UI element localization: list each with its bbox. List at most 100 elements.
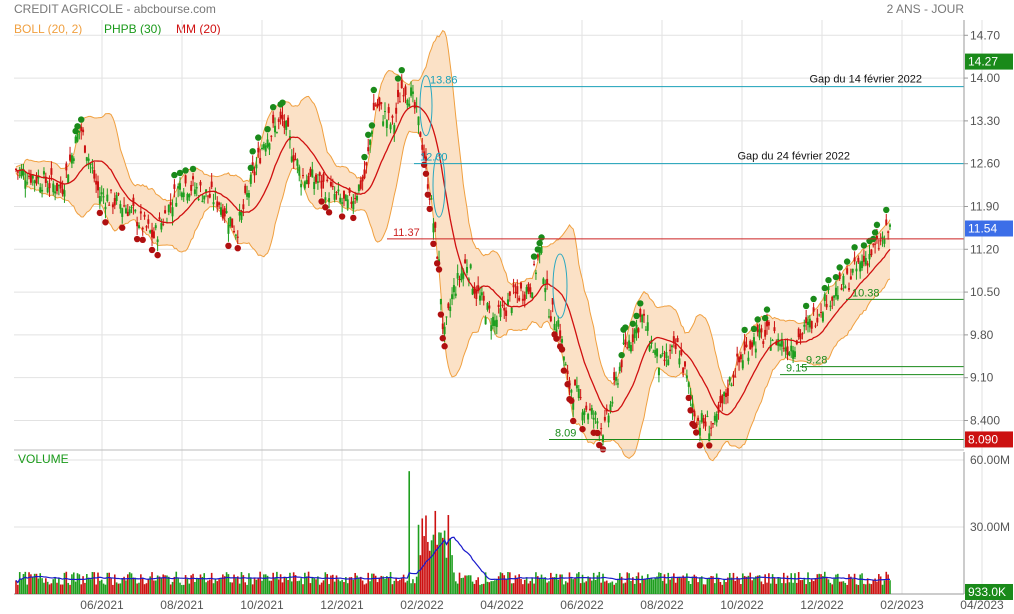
volume-tick-label: 30.00M [970,520,1010,534]
candle-body [119,204,122,209]
candle-body [67,174,70,184]
volume-bar [861,573,863,594]
phpb-low-dot [441,343,448,350]
volume-bar [628,573,630,594]
candle-body [480,292,483,296]
candle-body [793,351,796,357]
candle-body [885,219,888,225]
phpb-high-dot [836,264,843,271]
volume-bar [251,584,254,594]
candle-body [523,294,526,301]
candle-body [646,322,649,331]
volume-bar [831,584,834,594]
candle-body [747,357,750,362]
candle-body [145,226,148,228]
volume-bar [376,582,379,594]
volume-bar [294,575,297,594]
candle-body [797,328,800,338]
candle-body [20,168,23,177]
volume-bar [255,579,258,594]
volume-bar [788,582,791,594]
candle-body [559,330,562,339]
volume-bar [682,575,684,594]
x-tick-label: 02/2022 [400,598,444,612]
candle-body [736,353,739,357]
volume-bar [52,579,55,594]
volume-bar [743,576,746,594]
volume-bar [154,580,157,594]
volume-bar [194,582,196,594]
candle-body [667,359,670,366]
candle-body [391,115,394,118]
volume-bar [540,574,543,594]
candle-body [341,202,344,204]
candle-body [842,275,845,285]
volume-bar [805,584,807,594]
phpb-low-dot [424,191,432,198]
candle-body [72,158,75,162]
candle-body [22,169,25,176]
phpb-low-dot [437,311,445,318]
candle-body [110,189,113,191]
candle-body [596,421,599,424]
volume-bar [113,574,116,594]
candle-body [629,345,632,352]
candle-body [249,174,252,184]
volume-bar [868,583,871,594]
volume-bar [248,573,250,594]
volume-bar [182,584,185,594]
candle-body [669,349,672,352]
volume-bar [348,577,351,594]
volume-bar [782,572,785,594]
volume-bar [676,577,679,594]
candle-body [728,377,731,382]
volume-bar [618,573,621,594]
candle-body [551,297,554,305]
volume-bar [210,572,213,594]
gap-ellipse [552,253,568,319]
volume-badge [965,583,1013,600]
volume-bar [790,573,793,594]
candle-body [741,360,744,369]
phpb-high-dot [750,325,758,333]
candle-body [175,202,178,207]
volume-bar [45,578,47,594]
candle-body [48,183,51,189]
volume-bar [406,580,409,594]
candle-body [465,266,468,273]
candle-body [784,347,787,352]
candle-body [654,349,657,355]
candle-body [482,295,485,301]
volume-bar [24,571,27,594]
candle-body [346,199,349,209]
volume-bar [65,571,68,594]
volume-bar [639,583,642,594]
volume-bar [332,574,334,594]
volume-bar [270,580,273,594]
candle-body [449,306,452,312]
candle-body [812,307,815,312]
volume-bar [725,582,727,594]
candle-body [262,144,265,149]
volume-bar [693,574,696,594]
candle-body [313,181,316,190]
volume-bar [579,583,582,594]
volume-bar [490,581,493,594]
candle-body [743,341,746,351]
candle-body [756,324,759,333]
volume-bar [715,573,718,594]
candle-body [588,408,591,410]
candle-body [78,130,81,133]
phpb-low-dot [692,429,700,436]
candle-body [136,222,139,227]
candle-body [708,433,711,442]
volume-bar [395,578,397,594]
phpb-high-dot [810,295,817,303]
candle-body [732,374,735,378]
volume-bar [117,583,120,594]
candle-body [91,167,94,169]
volume-bar [550,572,552,594]
volume-bar [563,584,565,594]
candle-body [121,208,124,217]
phpb-low-dot [422,170,430,177]
